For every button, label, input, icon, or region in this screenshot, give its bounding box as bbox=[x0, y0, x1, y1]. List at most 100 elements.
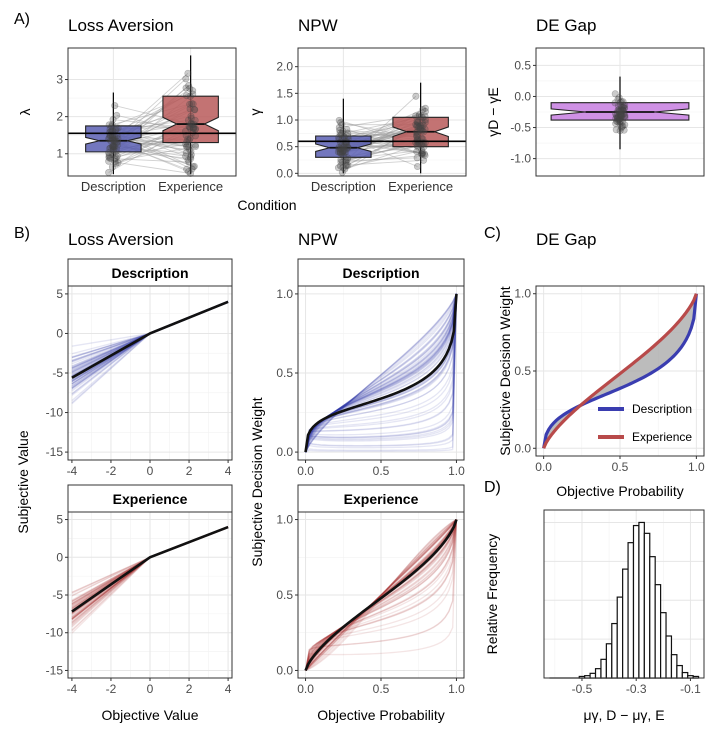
data-point bbox=[617, 113, 625, 121]
panel-b-la-description-strip-label: Description bbox=[111, 265, 188, 281]
individual-curve bbox=[304, 519, 458, 671]
data-point bbox=[339, 164, 347, 172]
histogram-bar bbox=[660, 612, 667, 679]
individual-curve bbox=[71, 556, 151, 631]
individual-curve bbox=[71, 332, 151, 395]
individual-curve bbox=[71, 332, 151, 361]
individual-curve bbox=[304, 519, 458, 671]
panel-a1: 1 2 3 Description Experience Loss Aversion λ bbox=[17, 16, 237, 194]
individual-curve bbox=[304, 293, 458, 453]
data-point bbox=[340, 152, 348, 160]
data-point bbox=[337, 145, 345, 153]
individual-curve bbox=[71, 332, 151, 358]
panel-a3: -1.0 -0.5 0.0 0.5 DE Gap γD − γE bbox=[485, 16, 705, 177]
panel-title: DE Gap bbox=[536, 230, 596, 249]
data-point bbox=[416, 125, 424, 133]
panel-d-xtick-label: -0.3 bbox=[626, 682, 647, 696]
data-point bbox=[414, 118, 422, 126]
data-point bbox=[417, 124, 425, 132]
data-point bbox=[186, 123, 194, 131]
individual-curve bbox=[71, 556, 151, 594]
x-axis-label-objective-value: Objective Value bbox=[101, 707, 198, 723]
individual-curve bbox=[71, 556, 151, 593]
data-point bbox=[614, 116, 622, 124]
data-point bbox=[617, 124, 625, 132]
panels-layer: 1 2 3 Description Experience Loss Aversion λ 0.… bbox=[15, 16, 705, 723]
panel-a2-border bbox=[297, 47, 467, 177]
panel-letter-a: A) bbox=[14, 11, 30, 28]
individual-curve bbox=[304, 293, 458, 453]
data-point bbox=[335, 133, 343, 141]
individual-curve bbox=[305, 519, 457, 671]
panel-b-npw-experience-ytick-label: 0.0 bbox=[276, 663, 293, 677]
data-point bbox=[417, 113, 425, 121]
data-point bbox=[615, 94, 623, 102]
data-point bbox=[110, 143, 118, 151]
individual-curve bbox=[71, 332, 151, 388]
data-point bbox=[418, 118, 426, 126]
individual-curve bbox=[305, 519, 457, 671]
individual-curve bbox=[305, 519, 457, 671]
data-point bbox=[617, 112, 625, 120]
individual-curve bbox=[71, 556, 151, 625]
data-point bbox=[420, 128, 428, 136]
individual-curve bbox=[304, 293, 458, 453]
individual-curve bbox=[304, 293, 458, 453]
panel-b-npw-experience-strip-label: Experience bbox=[344, 491, 419, 507]
individual-curve bbox=[71, 332, 151, 395]
individual-curve bbox=[304, 519, 458, 671]
data-point bbox=[618, 118, 626, 126]
data-point bbox=[187, 119, 195, 127]
data-point bbox=[420, 143, 428, 151]
y-axis-label: Subjective Decision Weight bbox=[497, 286, 513, 455]
individual-curve bbox=[304, 293, 458, 453]
data-point bbox=[418, 124, 426, 132]
data-point bbox=[613, 117, 621, 125]
individual-curve bbox=[305, 519, 457, 671]
paired-line bbox=[108, 160, 191, 174]
data-point bbox=[612, 126, 620, 134]
paired-line bbox=[109, 143, 186, 159]
panel-b-npw-description-ytick-label: 1.0 bbox=[276, 287, 293, 301]
panel-b-la-experience-ytick-label: 0 bbox=[56, 550, 63, 564]
data-point bbox=[615, 113, 623, 121]
data-point bbox=[109, 116, 117, 124]
data-point bbox=[618, 123, 626, 131]
data-point bbox=[105, 157, 113, 165]
individual-curve bbox=[71, 332, 151, 362]
panel-b-la-experience-xtick-label: 2 bbox=[186, 682, 193, 696]
data-point bbox=[412, 112, 420, 120]
data-point bbox=[619, 98, 627, 106]
data-point bbox=[187, 112, 195, 120]
panel-a3-ytick-label: -0.5 bbox=[510, 121, 531, 135]
data-point bbox=[615, 108, 623, 116]
panel-a1-ytick-label: 1 bbox=[56, 147, 63, 161]
panel-b-npw-description-xtick-label: 1.0 bbox=[448, 464, 465, 478]
individual-curve bbox=[71, 332, 151, 362]
data-point bbox=[343, 161, 351, 169]
category-label: Experience bbox=[388, 179, 453, 194]
individual-curve bbox=[71, 556, 151, 596]
data-point bbox=[616, 101, 624, 109]
paired-line bbox=[345, 154, 426, 163]
data-point bbox=[414, 143, 422, 151]
data-point bbox=[616, 120, 624, 128]
histogram-bar bbox=[670, 654, 678, 679]
data-point bbox=[417, 150, 425, 158]
individual-curve bbox=[71, 332, 151, 392]
histogram-bar bbox=[594, 668, 602, 679]
data-point bbox=[419, 149, 427, 157]
data-point bbox=[413, 121, 421, 129]
data-point bbox=[336, 148, 344, 156]
data-point bbox=[114, 159, 122, 167]
data-point bbox=[344, 133, 352, 141]
data-point bbox=[187, 155, 195, 163]
individual-curve bbox=[304, 293, 458, 453]
data-point bbox=[421, 104, 429, 112]
individual-curve bbox=[71, 556, 151, 624]
data-point bbox=[187, 147, 195, 155]
data-point bbox=[413, 117, 421, 125]
panel-b-la-description-xtick-label: 4 bbox=[225, 464, 232, 478]
panel-b-npw-experience-xtick-label: 0.5 bbox=[373, 682, 390, 696]
individual-curve bbox=[304, 519, 458, 671]
